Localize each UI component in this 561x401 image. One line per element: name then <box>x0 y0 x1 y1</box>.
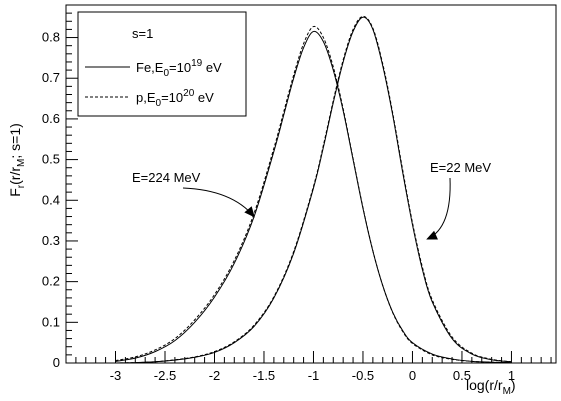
y-tick-label: 0.7 <box>42 70 60 85</box>
y-tick-label: 0.4 <box>42 192 60 207</box>
y-tick-label: 0 <box>53 355 60 370</box>
x-axis-label: log(r/rM) <box>466 377 516 397</box>
series-layer <box>115 15 512 364</box>
axis-ticks <box>65 4 552 364</box>
annotation-arrowhead-e22 <box>426 230 438 240</box>
legend-entry-p: p,E0=1020 eV <box>136 88 214 109</box>
annotation-arrowhead-e224 <box>244 206 255 218</box>
x-tick-labels: -3 -2.5 -2 -1.5 -1 -0.5 0 0.5 1 <box>110 368 515 383</box>
annotation-e224: E=224 MeV <box>132 170 201 185</box>
x-tick-label: -0.5 <box>352 368 374 383</box>
y-tick-label: 0.2 <box>42 274 60 289</box>
y-tick-label: 0.5 <box>42 152 60 167</box>
y-tick-labels: 0 0.1 0.2 0.3 0.4 0.5 0.6 0.7 0.8 <box>42 30 60 370</box>
series-line-1-dashed <box>115 25 512 364</box>
x-tick-label: -2 <box>209 368 221 383</box>
y-tick-label: 0.6 <box>42 111 60 126</box>
x-tick-label: -2.5 <box>154 368 176 383</box>
series-line-3-dashed <box>115 15 512 364</box>
annotations: E=224 MeV E=22 MeV <box>132 160 491 240</box>
legend-header: s=1 <box>132 26 153 41</box>
annotation-arrow-e224 <box>182 187 255 217</box>
x-tick-label: -3 <box>110 368 122 383</box>
x-tick-label: -1.5 <box>253 368 275 383</box>
y-tick-label: 0.3 <box>42 233 60 248</box>
y-tick-label: 0.8 <box>42 30 60 45</box>
x-tick-label: 1 <box>508 368 515 383</box>
x-tick-label: 0 <box>409 368 416 383</box>
legend-entry-fe: Fe,E0=1019 eV <box>136 58 222 79</box>
x-tick-label: -1 <box>308 368 320 383</box>
legend: s=1 Fe,E0=1019 eV p,E0=1020 eV <box>77 11 247 117</box>
legend-box <box>77 11 247 117</box>
annotation-arrow-e22 <box>427 177 451 240</box>
series-line-0-solid <box>115 30 512 364</box>
x-tick-label: 0.5 <box>453 368 471 383</box>
y-axis-label: Fr(r/rM; s=1) <box>7 123 27 197</box>
y-tick-label: 0.1 <box>42 314 60 329</box>
annotation-e22: E=22 MeV <box>430 160 491 175</box>
